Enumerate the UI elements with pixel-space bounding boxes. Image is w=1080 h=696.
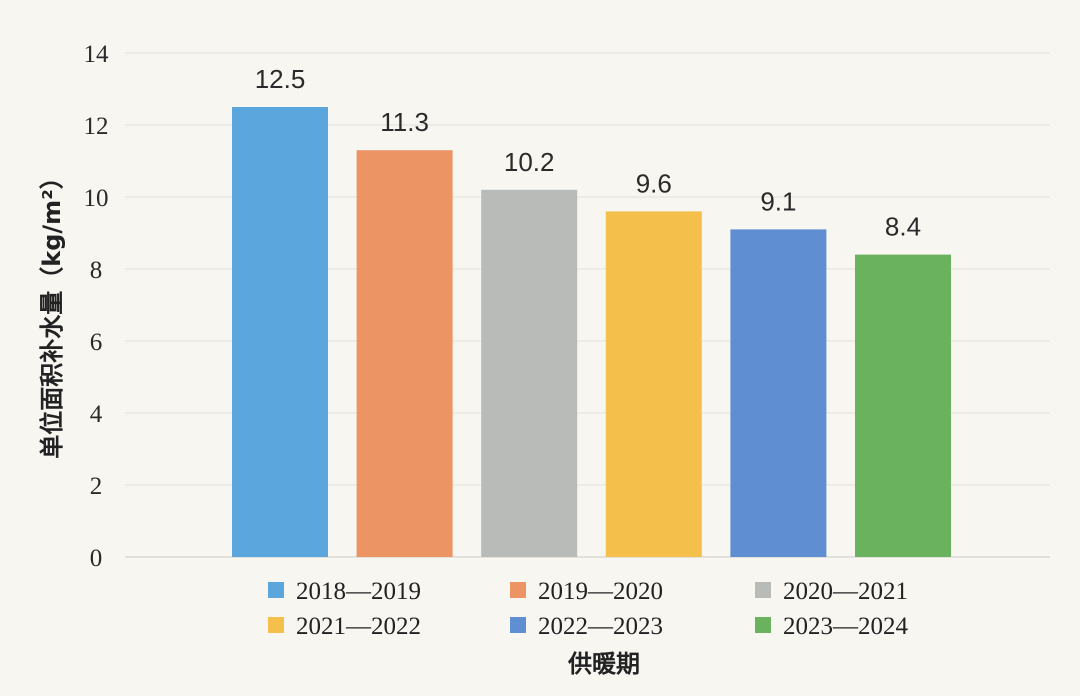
bar-2020—2021 — [481, 189, 578, 558]
bar-2018—2019 — [232, 107, 328, 557]
bar-2019—2020 — [356, 150, 453, 557]
legend: 2018—2019 2019—2020 2020—2021 2021—2022 2022… — [268, 578, 909, 640]
legend-label: 2018—2019 — [296, 578, 421, 605]
y-tick-label: 4 — [90, 401, 103, 428]
legend-label: 2022—2023 — [538, 613, 663, 640]
data-label: 9.1 — [760, 186, 796, 216]
legend-swatch — [510, 617, 526, 633]
legend-label: 2021—2022 — [296, 613, 421, 640]
y-tick-label: 8 — [90, 257, 103, 284]
data-label: 8.4 — [885, 212, 921, 242]
legend-swatch — [510, 582, 526, 598]
value-labels: 12.5 11.3 10.2 9.6 9.1 8.4 — [255, 64, 921, 242]
legend-label: 2020—2021 — [783, 578, 908, 605]
legend-label: 2023—2024 — [783, 613, 909, 640]
y-tick-label: 12 — [84, 113, 109, 140]
y-tick-label: 0 — [90, 545, 103, 572]
legend-swatch — [268, 582, 284, 598]
y-tick-label: 10 — [84, 185, 109, 212]
y-tick-label: 6 — [90, 329, 103, 356]
data-label: 12.5 — [255, 64, 306, 94]
bar-2022—2023 — [730, 229, 827, 557]
bars — [232, 107, 951, 558]
legend-swatch — [755, 617, 771, 633]
y-tick-label: 14 — [84, 41, 110, 68]
legend-swatch — [268, 617, 284, 633]
legend-swatch — [755, 582, 771, 598]
y-axis-ticks: 0 2 4 6 8 10 12 14 — [84, 41, 110, 572]
bar-2021—2022 — [605, 211, 702, 557]
y-tick-label: 2 — [90, 473, 103, 500]
y-axis-title: 单位面积补水量（kg/m²） — [38, 165, 66, 458]
legend-label: 2019—2020 — [538, 578, 663, 605]
x-axis-title: 供暖期 — [567, 650, 640, 678]
bar-2023—2024 — [855, 254, 951, 557]
data-label: 10.2 — [504, 147, 555, 177]
data-label: 11.3 — [380, 107, 429, 137]
data-label: 9.6 — [636, 168, 672, 198]
